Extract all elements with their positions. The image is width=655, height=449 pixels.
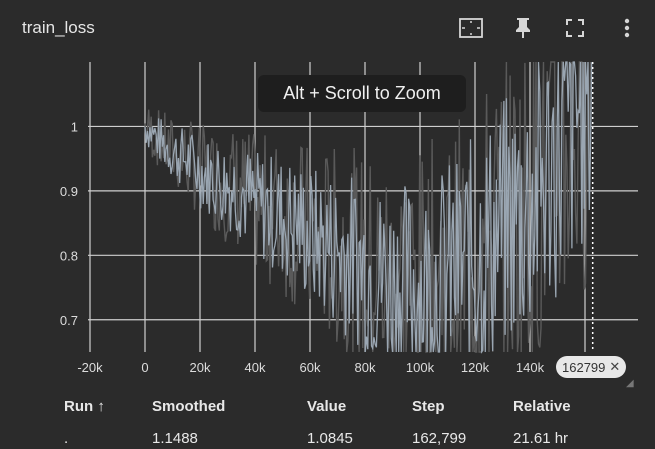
raw-series-line (144, 61, 593, 354)
header-value: Value (307, 398, 347, 415)
cell-smoothed: 1.1488 (152, 430, 198, 447)
x-tick-label: 60k (300, 360, 321, 375)
x-tick-label: 80k (355, 360, 376, 375)
y-axis-ticks: 0.7 0.8 0.9 1 (60, 119, 78, 327)
x-tick-label: 140k (516, 360, 545, 375)
raw-series (144, 61, 593, 354)
x-tick-label: 40k (245, 360, 266, 375)
y-tick-label: 0.9 (60, 184, 78, 199)
y-tick-label: 0.8 (60, 248, 78, 263)
x-tick-label: -20k (77, 360, 103, 375)
cell-relative: 21.61 hr (513, 430, 569, 447)
x-tick-label: 0 (141, 360, 148, 375)
header-smoothed: Smoothed (152, 398, 226, 415)
pin-icon[interactable] (509, 14, 537, 42)
card-title: train_loss (22, 18, 95, 37)
resize-handle-icon[interactable]: ◢ (626, 378, 634, 389)
y-tick-label: 0.7 (60, 313, 78, 328)
fit-domain-icon[interactable] (457, 14, 485, 42)
x-tick-label: 20k (190, 360, 211, 375)
more-vert-icon[interactable] (613, 14, 641, 42)
close-icon[interactable]: ✕ (609, 359, 621, 374)
zoom-tooltip: Alt + Scroll to Zoom (258, 75, 466, 112)
fullscreen-icon[interactable] (561, 14, 589, 42)
cell-value: 1.0845 (307, 430, 353, 447)
x-tick-label: 120k (461, 360, 490, 375)
step-badge-value: 162799 (562, 359, 606, 375)
header-step: Step (412, 398, 445, 415)
header-run[interactable]: Run ↑ (64, 398, 105, 415)
x-tick-label: 100k (406, 360, 435, 375)
y-tick-label: 1 (71, 119, 78, 134)
x-axis-ticks: -20k 0 20k 40k 60k 80k 100k 120k 140k (77, 360, 544, 375)
cell-run: . (64, 430, 69, 447)
header-relative: Relative (513, 398, 571, 415)
cell-step: 162,799 (412, 430, 467, 447)
step-badge[interactable]: 162799 ✕ (556, 356, 627, 378)
